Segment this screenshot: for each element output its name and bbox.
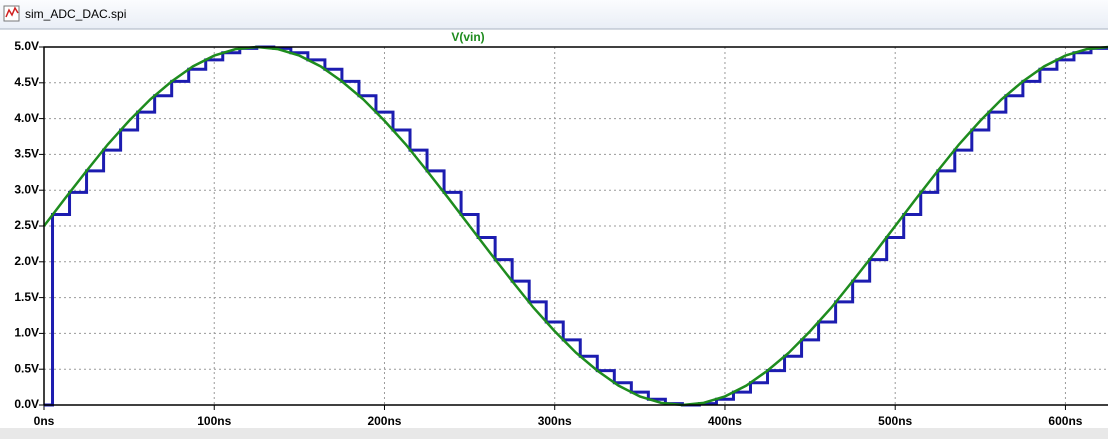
y-tick-label: 0.0V — [14, 397, 39, 411]
window-icon — [3, 5, 20, 22]
x-tick-label: 300ns — [538, 414, 572, 428]
x-tick-label: 100ns — [197, 414, 231, 428]
y-tick-label: 1.0V — [14, 326, 39, 340]
x-tick-label: 500ns — [878, 414, 912, 428]
title-bar[interactable] — [0, 0, 1108, 29]
x-tick-label: 600ns — [1048, 414, 1082, 428]
trace — [43, 45, 1108, 407]
y-tick-label: 2.0V — [14, 254, 39, 268]
bottom-strip — [0, 428, 1108, 439]
plot-frame — [43, 46, 1108, 406]
y-tick-label: 1.5V — [14, 290, 39, 304]
y-tick-label: 0.5V — [14, 361, 39, 375]
y-tick-label: 5.0V — [14, 39, 39, 53]
x-tick-label: 0ns — [34, 414, 55, 428]
trace — [44, 45, 1108, 407]
y-tick-label: 4.0V — [14, 111, 39, 125]
y-tick-label: 4.5V — [14, 75, 39, 89]
y-tick-label: 2.5V — [14, 218, 39, 232]
window-title: sim_ADC_DAC.spi — [25, 7, 126, 21]
y-tick-label: 3.0V — [14, 182, 39, 196]
legend-label: V(vin) — [451, 30, 484, 44]
x-tick-label: 400ns — [708, 414, 742, 428]
y-tick-label: 3.5V — [14, 147, 39, 161]
x-tick-label: 200ns — [367, 414, 401, 428]
